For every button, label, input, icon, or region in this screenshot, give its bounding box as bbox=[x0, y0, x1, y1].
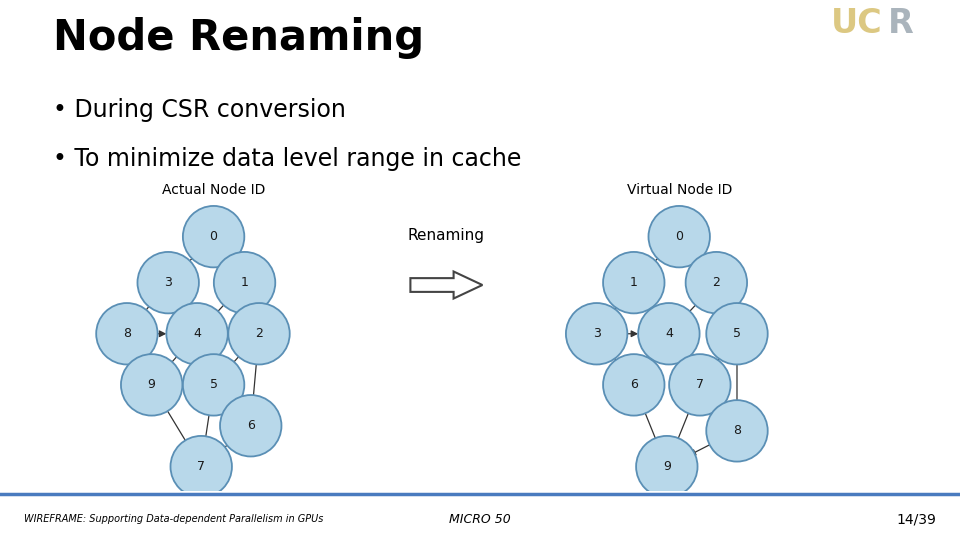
Text: 7: 7 bbox=[197, 460, 205, 473]
Text: 0: 0 bbox=[675, 230, 684, 243]
Text: Node Renaming: Node Renaming bbox=[53, 17, 424, 59]
Ellipse shape bbox=[603, 252, 664, 313]
Text: 14/39: 14/39 bbox=[896, 512, 936, 526]
Ellipse shape bbox=[636, 436, 698, 497]
Ellipse shape bbox=[565, 303, 628, 365]
Text: 3: 3 bbox=[164, 276, 172, 289]
Text: Actual Node ID: Actual Node ID bbox=[162, 183, 265, 197]
Text: Renaming: Renaming bbox=[408, 228, 485, 244]
Text: • To minimize data level range in cache: • To minimize data level range in cache bbox=[53, 147, 521, 171]
Ellipse shape bbox=[214, 252, 276, 313]
Ellipse shape bbox=[220, 395, 281, 456]
Ellipse shape bbox=[171, 436, 232, 497]
Text: • During CSR conversion: • During CSR conversion bbox=[53, 98, 346, 122]
Ellipse shape bbox=[137, 252, 199, 313]
Ellipse shape bbox=[121, 354, 182, 416]
Text: 5: 5 bbox=[733, 327, 741, 340]
Text: 4: 4 bbox=[665, 327, 673, 340]
Ellipse shape bbox=[603, 354, 664, 416]
Text: 2: 2 bbox=[712, 276, 720, 289]
Ellipse shape bbox=[669, 354, 731, 416]
Text: WIREFRAME: Supporting Data-dependent Parallelism in GPUs: WIREFRAME: Supporting Data-dependent Par… bbox=[24, 514, 324, 524]
Ellipse shape bbox=[638, 303, 700, 365]
Text: 8: 8 bbox=[733, 424, 741, 437]
Text: 0: 0 bbox=[209, 230, 218, 243]
Text: MICRO 50: MICRO 50 bbox=[449, 512, 511, 525]
FancyArrow shape bbox=[411, 272, 483, 299]
Text: 9: 9 bbox=[662, 460, 671, 473]
Text: 6: 6 bbox=[247, 419, 254, 432]
Text: 9: 9 bbox=[148, 379, 156, 392]
Ellipse shape bbox=[228, 303, 290, 365]
Ellipse shape bbox=[707, 400, 768, 462]
Text: 4: 4 bbox=[193, 327, 201, 340]
Ellipse shape bbox=[649, 206, 710, 267]
Ellipse shape bbox=[96, 303, 157, 365]
Text: 2: 2 bbox=[255, 327, 263, 340]
Text: UC: UC bbox=[830, 8, 882, 40]
Text: R: R bbox=[888, 8, 914, 40]
Text: 1: 1 bbox=[630, 276, 637, 289]
Text: Virtual Node ID: Virtual Node ID bbox=[627, 183, 732, 197]
Ellipse shape bbox=[182, 354, 244, 416]
Ellipse shape bbox=[182, 206, 244, 267]
Text: 6: 6 bbox=[630, 379, 637, 392]
Text: 8: 8 bbox=[123, 327, 131, 340]
Text: 1: 1 bbox=[241, 276, 249, 289]
Text: 3: 3 bbox=[592, 327, 601, 340]
Ellipse shape bbox=[166, 303, 228, 365]
Ellipse shape bbox=[685, 252, 747, 313]
Ellipse shape bbox=[707, 303, 768, 365]
Text: 5: 5 bbox=[209, 379, 218, 392]
Text: 7: 7 bbox=[696, 379, 704, 392]
